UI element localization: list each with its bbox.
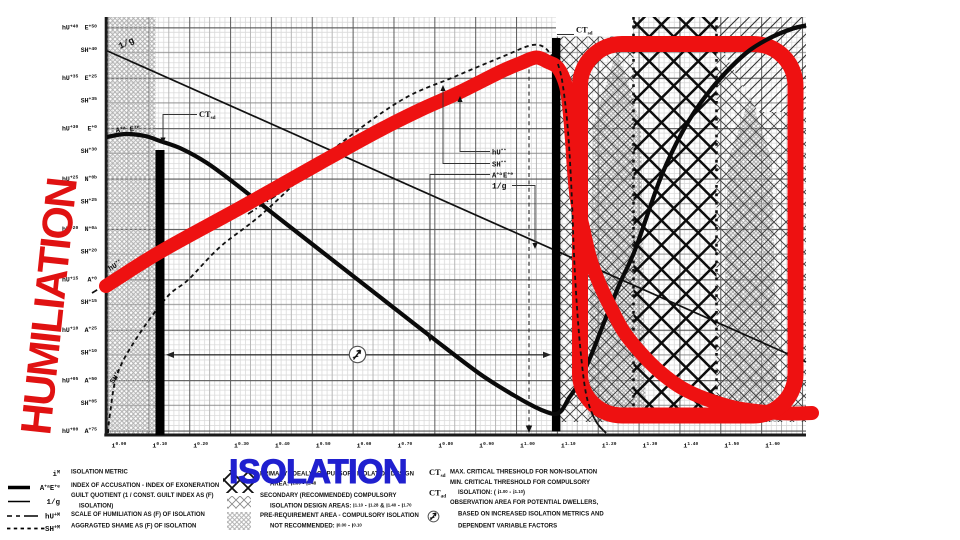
svg-text:E+25: E+25 — [85, 74, 98, 82]
svg-text:SH**: SH** — [492, 160, 507, 169]
svg-text:CTsd: CTsd — [199, 110, 216, 121]
svg-text:CTsd: CTsd — [576, 26, 593, 37]
svg-text:i1.60: i1.60 — [765, 441, 780, 449]
svg-text:SH+35: SH+35 — [81, 96, 97, 104]
svg-text:A+75: A+75 — [85, 427, 98, 435]
svg-text:SH+15: SH+15 — [81, 298, 97, 306]
svg-text:i0.50: i0.50 — [316, 441, 331, 449]
svg-text:i0.30: i0.30 — [234, 441, 249, 449]
svg-text:SH+10: SH+10 — [81, 348, 97, 356]
svg-text:DEPENDENT VARIABLE FACTORS: DEPENDENT VARIABLE FACTORS — [458, 524, 557, 530]
svg-text:hU**: hU** — [492, 148, 507, 157]
svg-text:BASED ON INCREASED ISOLATION M: BASED ON INCREASED ISOLATION METRICS AND — [458, 512, 604, 518]
svg-text:i1.40: i1.40 — [683, 441, 698, 449]
svg-text:E+e: E+e — [129, 125, 140, 134]
svg-text:E+50: E+50 — [85, 23, 98, 31]
svg-text:A+a: A+a — [492, 172, 502, 180]
svg-text:PRE-REQUIREMENT AREA - COMPULS: PRE-REQUIREMENT AREA - COMPULSORY ISOLAT… — [260, 513, 419, 519]
svg-text:hU+30: hU+30 — [62, 124, 78, 132]
svg-text:SH+05: SH+05 — [81, 399, 97, 407]
svg-text:A+0: A+0 — [87, 275, 97, 283]
svg-text:ISOLATION DESIGN AREAS: i1.10: ISOLATION DESIGN AREAS: i1.10 - i1.28 & … — [270, 502, 412, 509]
svg-text:N+0b: N+0b — [85, 175, 98, 183]
svg-text:1/g: 1/g — [492, 183, 507, 192]
svg-text:SH+40: SH+40 — [81, 46, 97, 54]
svg-text:SECONDARY (RECOMMENDED) COMPUL: SECONDARY (RECOMMENDED) COMPULSORY — [260, 493, 396, 499]
svg-text:SCALE OF HUMILIATION AS (F) OF: SCALE OF HUMILIATION AS (F) OF ISOLATION — [71, 512, 205, 518]
svg-text:i0.80: i0.80 — [438, 441, 453, 449]
svg-text:i0.20: i0.20 — [193, 441, 208, 449]
svg-text:i0.90: i0.90 — [479, 441, 494, 449]
svg-text:ISOLATION METRIC: ISOLATION METRIC — [71, 470, 129, 476]
svg-text:MIN. CRITICAL THRESHOLD FOR CO: MIN. CRITICAL THRESHOLD FOR COMPULSORY — [450, 480, 590, 486]
svg-text:hU+00: hU+00 — [62, 427, 78, 435]
svg-text:i1.00: i1.00 — [520, 441, 535, 449]
svg-text:ISOLATION: ( i1.00 - i1.10): ISOLATION: ( i1.00 - i1.10) — [458, 489, 525, 496]
svg-text:PRIMARY (IDEAL) COMPULSORY ISO: PRIMARY (IDEAL) COMPULSORY ISOLATION DES… — [260, 472, 414, 478]
svg-text:hU+05: hU+05 — [62, 376, 78, 384]
svg-text:E+e: E+e — [503, 172, 513, 180]
svg-text:i1.20: i1.20 — [602, 441, 617, 449]
svg-text:CTad: CTad — [429, 489, 446, 500]
svg-text:AGGRAGTED SHAME AS (F) OF ISOL: AGGRAGTED SHAME AS (F) OF ISOLATION — [71, 524, 196, 530]
svg-text:SH+30: SH+30 — [81, 147, 97, 155]
svg-text:SH+20: SH+20 — [81, 247, 97, 255]
svg-text:OBSERVATION AREA FOR POTENTIAL: OBSERVATION AREA FOR POTENTIAL DWELLERS, — [450, 500, 598, 506]
svg-text:SH+M: SH+M — [45, 525, 60, 534]
svg-text:hU+35: hU+35 — [62, 74, 78, 82]
svg-text:CTsd: CTsd — [429, 468, 446, 479]
svg-text:hU+15: hU+15 — [62, 275, 78, 283]
svg-text:i0.70: i0.70 — [397, 441, 412, 449]
svg-text:A+aE+e: A+aE+e — [40, 484, 60, 493]
svg-text:AREA: i1.30 - i1.48: AREA: i1.30 - i1.48 — [270, 480, 317, 487]
svg-text:hU+10: hU+10 — [62, 326, 78, 334]
svg-text:E+0: E+0 — [87, 124, 97, 132]
svg-text:A+50: A+50 — [85, 376, 98, 384]
svg-text:N+0a: N+0a — [85, 225, 98, 233]
svg-text:hU+20: hU+20 — [62, 225, 78, 233]
svg-text:MAX. CRITICAL THRESHOLD FOR NO: MAX. CRITICAL THRESHOLD FOR NON-ISOLATIO… — [450, 470, 597, 476]
svg-text:i1.10: i1.10 — [561, 441, 576, 449]
svg-text:i0.00: i0.00 — [112, 441, 127, 449]
svg-text:i1.30: i1.30 — [643, 441, 658, 449]
svg-text:i0.40: i0.40 — [275, 441, 290, 449]
svg-text:NOT RECOMMENDED: i0.00 - i0.1: NOT RECOMMENDED: i0.00 - i0.10 — [270, 522, 362, 529]
svg-text:iM: iM — [52, 470, 60, 479]
svg-text:A+25: A+25 — [85, 326, 98, 334]
svg-text:i1.50: i1.50 — [724, 441, 739, 449]
svg-text:i0.60: i0.60 — [357, 441, 372, 449]
svg-text:hU+M: hU+M — [45, 512, 60, 521]
svg-text:INDEX OF ACCUSATION - INDEX OF: INDEX OF ACCUSATION - INDEX OF EXONERATI… — [71, 483, 219, 489]
svg-text:GUILT QUOTIENT (1 / CONST. GUI: GUILT QUOTIENT (1 / CONST. GUILT INDEX A… — [71, 493, 214, 499]
svg-text:hU+25: hU+25 — [62, 175, 78, 183]
svg-text:SH+25: SH+25 — [81, 197, 97, 205]
svg-text:i0.10: i0.10 — [152, 441, 167, 449]
svg-text:1/g: 1/g — [46, 499, 60, 507]
svg-text:A+a: A+a — [115, 126, 126, 135]
svg-text:hU+40: hU+40 — [62, 23, 78, 31]
svg-text:ISOLATION): ISOLATION) — [79, 504, 113, 510]
